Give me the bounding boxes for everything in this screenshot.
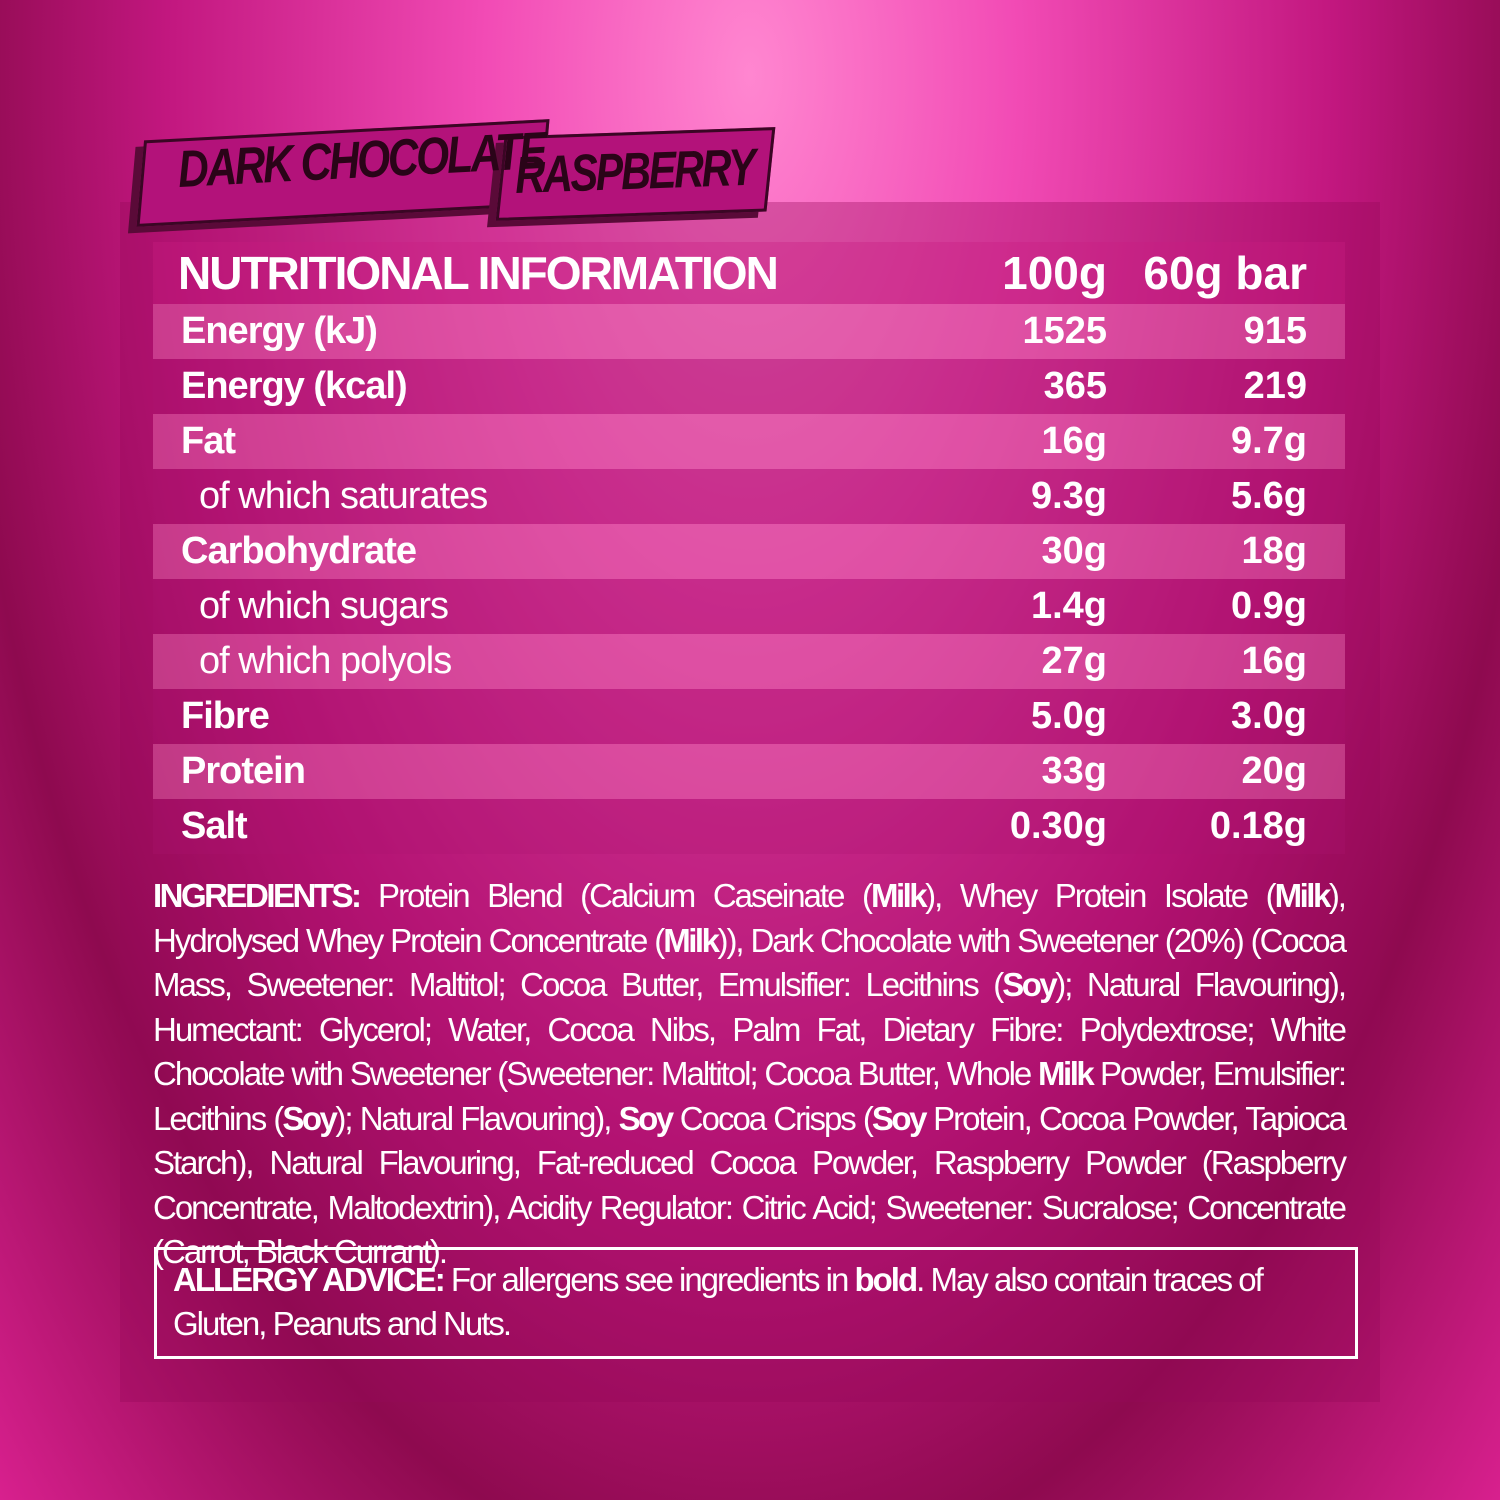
nutrient-label: Salt xyxy=(181,805,248,847)
value-per-bar: 9.7g xyxy=(1230,420,1307,462)
value-per-100g: 5.0g xyxy=(1030,695,1107,737)
flavour-line-2: RASPBERRY xyxy=(513,138,755,205)
value-per-100g: 9.3g xyxy=(1030,475,1107,517)
table-row: Energy (kJ) 1525 915 xyxy=(153,304,1345,359)
value-per-bar: 915 xyxy=(1243,310,1307,352)
value-per-100g: 0.30g xyxy=(1009,805,1107,847)
table-row: Carbohydrate 30g 18g xyxy=(153,524,1345,579)
text-segment: ), Whey Protein Isolate ( xyxy=(925,877,1276,914)
value-per-bar: 219 xyxy=(1243,365,1307,407)
value-per-100g: 365 xyxy=(1043,365,1107,407)
value-per-100g: 16g xyxy=(1041,420,1107,462)
bold-text: Milk xyxy=(1038,1055,1095,1092)
value-per-bar: 20g xyxy=(1241,750,1307,792)
allergy-advice-box: ALLERGY ADVICE: For allergens see ingred… xyxy=(154,1247,1358,1359)
value-per-bar: 0.18g xyxy=(1209,805,1307,847)
bold-text: INGREDIENTS: xyxy=(153,877,362,914)
table-row: Energy (kcal) 365 219 xyxy=(153,359,1345,414)
bold-text: Soy xyxy=(282,1099,338,1137)
bold-text: Soy xyxy=(871,1099,928,1137)
table-row: Salt 0.30g 0.18g xyxy=(153,799,1345,854)
bold-text: Milk xyxy=(870,877,928,914)
nutrient-label: Carbohydrate xyxy=(181,530,417,572)
table-row: Protein 33g 20g xyxy=(153,744,1345,799)
bold-text: Soy xyxy=(1002,966,1058,1003)
nutrient-label: of which sugars xyxy=(199,585,449,627)
value-per-100g: 27g xyxy=(1041,640,1107,682)
table-header: NUTRITIONAL INFORMATION 100g 60g bar xyxy=(153,242,1345,304)
table-row: of which saturates 9.3g 5.6g xyxy=(153,469,1345,524)
table-row: Fat 16g 9.7g xyxy=(153,414,1345,469)
text-segment: Protein, Cocoa Powder, Tapioca Starch), … xyxy=(153,1099,1347,1271)
text-segment: Powder, Emulsifier: Lecithins ( xyxy=(153,1055,1347,1137)
text-segment: . May also contain traces of Gluten, Pea… xyxy=(173,1261,1264,1342)
value-per-bar: 3.0g xyxy=(1230,695,1307,737)
value-per-100g: 30g xyxy=(1041,530,1107,572)
value-per-bar: 18g xyxy=(1241,530,1307,572)
ingredients-text: INGREDIENTS: Protein Blend (Calcium Case… xyxy=(153,874,1347,1275)
table-row: of which sugars 1.4g 0.9g xyxy=(153,579,1345,634)
bold-text: Soy xyxy=(618,1099,675,1137)
text-segment: Cocoa Crisps ( xyxy=(671,1099,874,1137)
text-segment: ); Natural Flavouring), Humectant: Glyce… xyxy=(153,966,1347,1092)
nutrient-label: Protein xyxy=(181,750,306,792)
nutrient-label: Energy (kcal) xyxy=(181,365,408,407)
flavour-banner: DARK CHOCOLATE RASPBERRY xyxy=(130,110,776,230)
table-row: of which polyols 27g 16g xyxy=(153,634,1345,689)
nutrient-label: Fibre xyxy=(181,695,270,737)
nutrient-label: of which saturates xyxy=(199,475,488,517)
value-per-100g: 33g xyxy=(1041,750,1107,792)
bold-text: ALLERGY ADVICE: xyxy=(173,1261,446,1298)
nutrition-table: NUTRITIONAL INFORMATION 100g 60g bar Ene… xyxy=(153,242,1345,854)
value-per-bar: 5.6g xyxy=(1230,475,1307,517)
value-per-100g: 1525 xyxy=(1022,310,1107,352)
nutrient-label: Fat xyxy=(181,420,236,462)
bold-text: bold xyxy=(854,1261,918,1298)
value-per-100g: 1.4g xyxy=(1030,585,1107,627)
value-per-bar: 0.9g xyxy=(1230,585,1307,627)
nutrient-label: Energy (kJ) xyxy=(181,310,378,352)
label-panel xyxy=(120,202,1380,1402)
text-segment: ); Natural Flavouring), xyxy=(335,1099,619,1137)
nutrient-label: of which polyols xyxy=(199,640,452,682)
bold-text: Milk xyxy=(663,921,720,959)
column-header-100g: 100g xyxy=(1002,247,1107,299)
text-segment: For allergens see ingredients in xyxy=(443,1261,855,1298)
value-per-bar: 16g xyxy=(1241,640,1307,682)
column-header-bar: 60g bar xyxy=(1143,247,1307,299)
text-segment: ), Hydrolysed Whey Protein Concentrate ( xyxy=(153,877,1347,959)
bold-text: Milk xyxy=(1274,877,1332,914)
text-segment: )), Dark Chocolate with Sweetener (20%) … xyxy=(153,921,1347,1004)
table-title: NUTRITIONAL INFORMATION xyxy=(178,247,779,299)
text-segment: Protein Blend (Calcium Caseinate ( xyxy=(359,877,873,914)
table-row: Fibre 5.0g 3.0g xyxy=(153,689,1345,744)
